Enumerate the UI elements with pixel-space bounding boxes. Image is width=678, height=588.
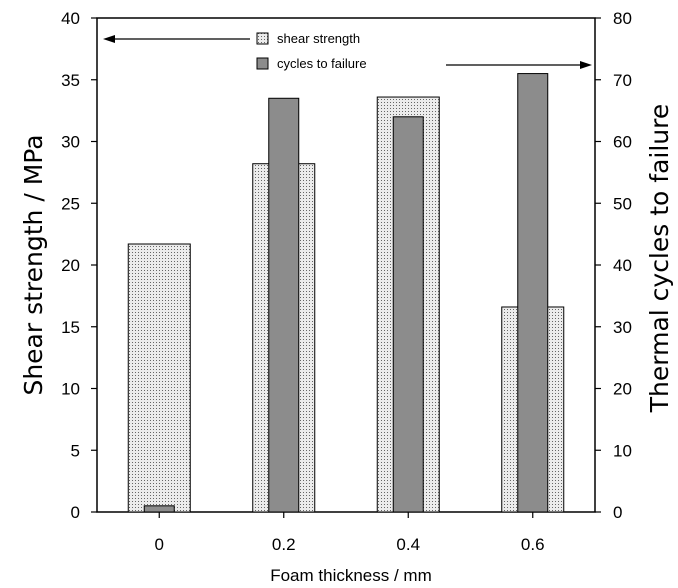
legend-swatch-cycles-to-failure xyxy=(256,57,269,70)
bar-shear-strength xyxy=(127,243,191,513)
bar-cycles-to-failure xyxy=(392,116,424,513)
y2-tick-label: 40 xyxy=(613,256,632,275)
y-tick-label: 25 xyxy=(61,194,80,213)
bar-cycles-to-failure xyxy=(268,97,300,513)
y-tick-label: 30 xyxy=(61,133,80,152)
right-arrow-icon xyxy=(580,61,592,69)
y2-tick-label: 10 xyxy=(613,441,632,460)
x-tick-label: 0.6 xyxy=(521,535,545,554)
y-tick-label: 10 xyxy=(61,380,80,399)
left-arrow-icon xyxy=(103,35,115,43)
y2-tick-label: 30 xyxy=(613,318,632,337)
y-tick-label: 5 xyxy=(71,441,80,460)
y-tick-label: 0 xyxy=(71,503,80,522)
bar-cycles-to-failure xyxy=(517,73,549,513)
legend: shear strength cycles to failure xyxy=(103,31,592,71)
legend-swatch-shear-strength xyxy=(256,32,269,45)
y2-tick-label: 20 xyxy=(613,380,632,399)
legend-label-shear-strength: shear strength xyxy=(277,31,360,46)
y-axis-title: Shear strength / MPa xyxy=(19,134,48,395)
axes: 0 0.2 0.4 0.6 0 5 10 15 20 25 30 35 40 0 10 20 30 40 50 60 7… xyxy=(61,9,632,554)
bar-cycles-to-failure xyxy=(143,505,175,513)
y2-tick-label: 60 xyxy=(613,133,632,152)
x-tick-label: 0.4 xyxy=(396,535,420,554)
legend-label-cycles-to-failure: cycles to failure xyxy=(277,56,367,71)
x-tick-label: 0 xyxy=(155,535,164,554)
bars xyxy=(127,73,565,513)
y2-tick-label: 80 xyxy=(613,9,632,28)
y-tick-label: 15 xyxy=(61,318,80,337)
y-tick-label: 40 xyxy=(61,9,80,28)
y-tick-label: 35 xyxy=(61,71,80,90)
y2-tick-label: 70 xyxy=(613,71,632,90)
y2-tick-label: 0 xyxy=(613,503,622,522)
y-tick-label: 20 xyxy=(61,256,80,275)
y2-axis-title: Thermal cycles to failure xyxy=(645,104,674,414)
y2-tick-label: 50 xyxy=(613,194,632,213)
x-axis-title: Foam thickness / mm xyxy=(270,566,432,585)
x-tick-label: 0.2 xyxy=(272,535,296,554)
